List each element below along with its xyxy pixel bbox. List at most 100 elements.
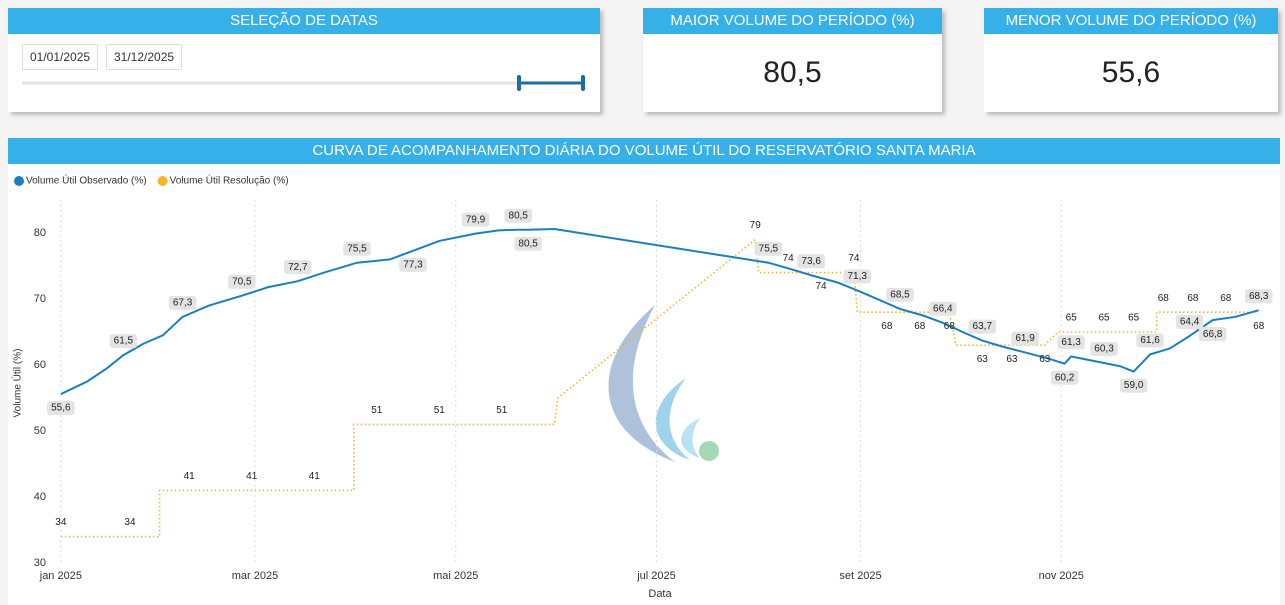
data-label: 72,7	[288, 262, 308, 273]
data-label: 74	[815, 281, 827, 292]
x-tick-label: jan 2025	[39, 570, 82, 582]
data-label: 79,9	[466, 214, 486, 225]
chart-title: CURVA DE ACOMPANHAMENTO DIÁRIA DO VOLUME…	[8, 138, 1280, 164]
x-tick-label: mar 2025	[232, 570, 278, 582]
data-label: 68	[1220, 293, 1232, 304]
data-label: 61,3	[1061, 337, 1081, 348]
data-label: 41	[246, 471, 258, 482]
data-label: 55,6	[51, 403, 71, 414]
data-label: 65	[1066, 313, 1078, 324]
data-label-bg	[1175, 314, 1204, 329]
data-label-bg	[968, 319, 997, 334]
data-label: 68,3	[1249, 291, 1269, 302]
data-label: 34	[55, 517, 67, 528]
data-label: 63,7	[973, 321, 993, 332]
data-label: 51	[371, 405, 383, 416]
data-label: 34	[124, 517, 136, 528]
data-label-bg	[343, 241, 371, 256]
data-label-bg	[929, 301, 957, 316]
data-label: 68	[1187, 293, 1199, 304]
y-tick-label: 40	[34, 491, 46, 503]
data-label: 64,4	[1180, 317, 1200, 328]
legend-label: Volume Útil Observado (%)	[26, 174, 147, 187]
data-label-bg	[1136, 333, 1164, 348]
data-label: 71,3	[847, 271, 867, 282]
data-label: 68	[1253, 321, 1265, 332]
data-label: 66,4	[933, 303, 953, 314]
data-label-bg	[109, 334, 138, 349]
data-label: 65	[1098, 313, 1110, 324]
slider[interactable]	[8, 8, 600, 112]
data-label-bg	[843, 269, 871, 284]
y-tick-label: 60	[34, 359, 46, 371]
data-label: 68	[944, 321, 956, 332]
legend-marker	[157, 176, 168, 186]
data-label: 61,9	[1015, 333, 1035, 344]
data-label-bg	[399, 257, 427, 272]
data-label-bg	[1090, 342, 1118, 357]
data-label: 75,5	[347, 243, 367, 254]
data-label: 68	[1158, 293, 1170, 304]
x-tick-label: set 2025	[839, 570, 881, 582]
data-label: 60,3	[1094, 344, 1114, 355]
data-label-bg	[504, 208, 533, 223]
data-label: 68	[914, 321, 926, 332]
data-label-bg	[228, 274, 256, 289]
series-line	[60, 228, 1259, 395]
data-label-bg	[1050, 370, 1079, 385]
y-tick-label: 70	[34, 293, 46, 305]
date-card: SELEÇÃO DE DATAS 01/01/2025 31/12/2025	[8, 8, 600, 112]
data-label: 51	[496, 405, 508, 416]
kpi-card: MENOR VOLUME DO PERÍODO (%) 55,6	[984, 8, 1278, 112]
x-tick-label: jul 2025	[636, 570, 676, 582]
data-label-bg	[1057, 335, 1085, 350]
data-label: 79	[750, 220, 762, 231]
data-label: 41	[309, 471, 321, 482]
data-label: 70,5	[232, 276, 252, 287]
y-tick-label: 30	[34, 557, 46, 569]
kpi-card: MAIOR VOLUME DO PERÍODO (%) 80,5	[643, 8, 942, 112]
data-label-bg	[168, 295, 197, 310]
x-tick-label: nov 2025	[1039, 570, 1084, 582]
date-input[interactable]: 31/12/2025	[106, 44, 183, 70]
data-label: 77,3	[403, 259, 423, 270]
card-header: SELEÇÃO DE DATAS	[8, 8, 600, 34]
data-label-bg	[886, 287, 914, 302]
data-label: 67,3	[173, 297, 193, 308]
data-label-bg	[461, 212, 490, 227]
kpi-value: 55,6	[1101, 56, 1161, 89]
data-label-bg	[514, 236, 542, 251]
data-label: 74	[783, 253, 795, 264]
kpi-value: 80,5	[763, 56, 822, 89]
y-axis-label: Volume Útil (%)	[11, 349, 24, 418]
data-label: 63	[1006, 354, 1018, 365]
data-label: 75,5	[759, 243, 779, 254]
x-axis-label: Data	[648, 588, 672, 600]
data-label: 66,8	[1203, 329, 1223, 340]
data-label-bg	[1198, 327, 1227, 342]
data-label: 68	[881, 321, 893, 332]
data-label: 63	[1039, 354, 1051, 365]
data-label: 65	[1128, 313, 1140, 324]
data-label-bg	[1244, 289, 1273, 304]
data-label: 59,0	[1124, 380, 1144, 391]
date-input[interactable]: 01/01/2025	[22, 44, 99, 70]
data-label-bg	[797, 254, 825, 269]
data-label: 41	[184, 471, 196, 482]
data-label: 80,5	[518, 238, 538, 249]
data-label-bg	[754, 241, 783, 256]
watermark-logo	[608, 305, 719, 462]
y-tick-label: 50	[34, 425, 46, 437]
data-label-bg	[47, 401, 75, 416]
data-label: 61,6	[1140, 335, 1160, 346]
data-label: 74	[848, 253, 860, 264]
data-label-bg	[1011, 331, 1039, 346]
data-label: 60,2	[1055, 372, 1075, 383]
card-header: MENOR VOLUME DO PERÍODO (%)	[984, 8, 1278, 34]
card-header: MAIOR VOLUME DO PERÍODO (%)	[643, 8, 942, 34]
data-label: 51	[434, 405, 446, 416]
data-label: 80,5	[509, 210, 529, 221]
x-tick-label: mai 2025	[433, 570, 478, 582]
